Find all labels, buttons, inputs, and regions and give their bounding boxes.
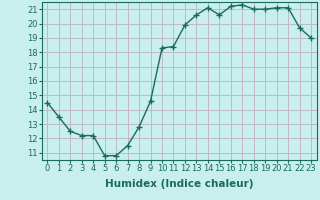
X-axis label: Humidex (Indice chaleur): Humidex (Indice chaleur) bbox=[105, 179, 253, 189]
